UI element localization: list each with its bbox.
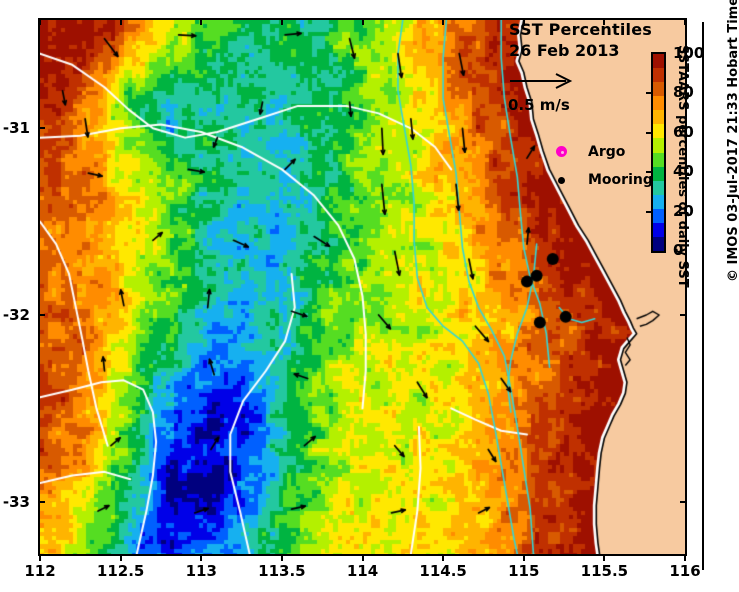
x-axis-tick [442, 554, 445, 561]
velocity-scale-arrow-icon [510, 73, 573, 89]
colorbar-tick [646, 210, 651, 213]
colorbar-tick-label: 40 [673, 162, 694, 181]
x-axis-tick [684, 554, 686, 561]
colorbar: 100 80 60 40 20 0 [646, 44, 704, 259]
colorbar-tick-label: 60 [673, 122, 694, 141]
colorbar-band [653, 222, 664, 237]
x-axis-tick-top [442, 18, 445, 25]
figure-title: SST Percentiles 26 Feb 2013 [509, 20, 652, 60]
colorbar-band [653, 208, 664, 223]
colorbar-band [653, 166, 664, 181]
x-axis-label: 112 [24, 562, 56, 580]
map-plot-area[interactable] [38, 18, 687, 556]
colorbar-band [653, 124, 664, 139]
x-axis-tick-top [39, 18, 41, 25]
x-axis-label: 116 [669, 562, 701, 580]
colorbar-band [653, 180, 664, 195]
velocity-scale-label: 0.5 m/s [508, 96, 570, 114]
y-axis-tick [38, 314, 45, 316]
y-axis-tick [38, 127, 45, 130]
sst-percentile-heatmap [40, 20, 685, 554]
x-axis-tick-top [361, 18, 364, 25]
x-axis-tick [603, 554, 606, 561]
x-axis-tick-top [522, 18, 525, 25]
colorbar-tick-label: 80 [673, 83, 694, 102]
colorbar-tick-label: 20 [673, 201, 694, 220]
x-axis-label: 112.5 [96, 562, 145, 580]
x-axis-label: 113 [185, 562, 217, 580]
x-axis-label: 113.5 [258, 562, 306, 580]
colorbar-tick-label: 100 [673, 44, 705, 62]
colorbar-title: SSTAARS percentiles of daily SST [675, 45, 690, 288]
x-axis-tick [522, 554, 525, 561]
x-axis-tick [361, 554, 364, 561]
argo-marker-icon [556, 146, 567, 157]
colorbar-band [653, 54, 664, 69]
y-axis-tick-right [680, 500, 687, 503]
x-axis-label: 114 [346, 562, 379, 580]
y-axis-label: -32 [2, 306, 30, 324]
title-line-2: 26 Feb 2013 [509, 41, 620, 60]
colorbar-band [653, 96, 664, 111]
colorbar-band [653, 68, 664, 83]
colorbar-tick [646, 171, 651, 174]
x-axis-tick-top [280, 18, 283, 25]
x-axis-label: 115.5 [580, 562, 629, 580]
mooring-marker-icon [558, 177, 565, 184]
colorbar-band [653, 82, 664, 97]
credit-divider [702, 22, 704, 570]
colorbar-band [653, 138, 664, 153]
x-axis-label: 115 [508, 562, 540, 580]
title-line-1: SST Percentiles [509, 20, 652, 39]
x-axis-tick-top [603, 18, 606, 25]
x-axis-tick [119, 554, 122, 561]
y-axis-label: -33 [2, 492, 30, 511]
x-axis-tick [39, 554, 41, 561]
y-axis-tick-right [680, 127, 687, 130]
colorbar-tick [646, 131, 651, 134]
colorbar-tick [646, 92, 651, 95]
x-axis-tick [200, 554, 203, 561]
legend-label-argo: Argo [588, 144, 626, 160]
y-axis-tick [38, 500, 45, 503]
x-axis-tick [280, 554, 283, 561]
y-axis-label: -31 [2, 119, 30, 138]
velocity-scale: 0.5 m/s [508, 70, 578, 114]
y-axis-tick-right [680, 314, 687, 316]
x-axis-tick-top [200, 18, 203, 25]
legend-label-mooring: Mooring [588, 172, 653, 188]
colorbar-tick-label: 0 [673, 241, 684, 259]
colorbar-gradient [651, 52, 666, 253]
x-axis-tick-top [684, 18, 686, 25]
colorbar-band [653, 110, 664, 125]
colorbar-band [653, 152, 664, 167]
colorbar-band [653, 194, 664, 209]
colorbar-band [653, 236, 664, 251]
x-axis-label: 114.5 [419, 562, 467, 580]
x-axis-tick-top [119, 18, 122, 25]
credit-text: © IMOS 03-Jul-2017 21:33 Hobart Time [726, 0, 739, 282]
